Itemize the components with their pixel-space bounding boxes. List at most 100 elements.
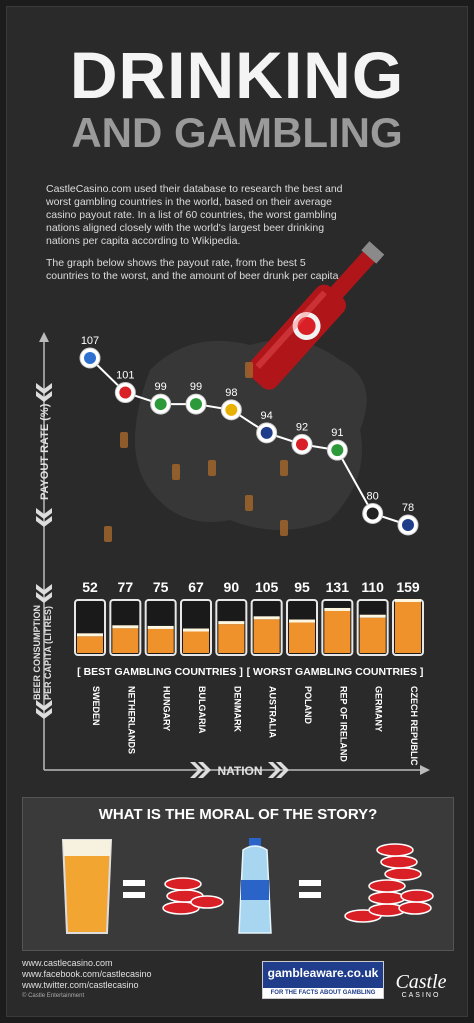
beer-axis-label-line2: PER CAPITA (LITRES) bbox=[43, 606, 53, 700]
y-axis-label: PAYOUT RATE (%) bbox=[39, 403, 51, 500]
y-axis bbox=[36, 332, 52, 770]
payout-value-label: 92 bbox=[296, 421, 308, 433]
x-axis-label: NATION bbox=[217, 764, 262, 778]
moral-panel: WHAT IS THE MORAL OF THE STORY? bbox=[22, 797, 454, 951]
payout-point-flag bbox=[331, 444, 344, 457]
beer-foam bbox=[359, 614, 386, 618]
gambleaware-name: gambleaware.co.uk bbox=[267, 966, 379, 980]
castle-casino-logo[interactable]: Castle CASINO bbox=[388, 960, 454, 999]
water-bottle-icon bbox=[238, 838, 272, 934]
payout-point-flag bbox=[260, 426, 273, 439]
x-axis bbox=[44, 762, 430, 778]
group-worst-label: [ WORST GAMBLING COUNTRIES ] bbox=[247, 666, 424, 678]
country-label: NETHERLANDS bbox=[126, 686, 136, 754]
intro-paragraph-2: The graph below shows the payout rate, f… bbox=[46, 257, 342, 282]
beer-axis-label-line1: BEER CONSUMPTION bbox=[32, 605, 42, 700]
payout-value-label: 80 bbox=[367, 490, 379, 502]
decorative-glasses bbox=[104, 362, 288, 542]
country-label: HUNGARY bbox=[162, 686, 172, 731]
beer-fill bbox=[253, 619, 280, 653]
beer-bottle-icon bbox=[247, 241, 385, 390]
moral-illustration bbox=[61, 838, 434, 934]
payout-line-series: 107 101 99 99 98 94 92 91 80 78 bbox=[79, 335, 419, 536]
beer-foam bbox=[395, 599, 421, 602]
country-label: AUSTRALIA bbox=[268, 686, 278, 738]
payout-value-label: 91 bbox=[331, 427, 343, 439]
beer-fill bbox=[77, 636, 103, 653]
footer-link-website[interactable]: www.castlecasino.com bbox=[22, 958, 113, 968]
castle-logo-sub: CASINO bbox=[401, 992, 441, 999]
castle-logo-name: Castle bbox=[395, 971, 447, 993]
country-label: POLAND bbox=[303, 686, 313, 725]
country-label: GERMANY bbox=[374, 686, 384, 732]
equals-sign-icon-2 bbox=[299, 880, 321, 898]
beer-value-label: 95 bbox=[294, 579, 310, 595]
payout-point-flag bbox=[154, 398, 167, 411]
beer-foam bbox=[112, 625, 139, 629]
beer-value-label: 75 bbox=[153, 579, 169, 595]
beer-glass-icon bbox=[61, 839, 113, 934]
europe-map-silhouette bbox=[135, 340, 367, 530]
beer-foam bbox=[77, 633, 103, 637]
footer-links: www.castlecasino.com www.facebook.com/ca… bbox=[22, 958, 152, 991]
country-label: SWEDEN bbox=[91, 686, 101, 726]
equals-sign-icon-1 bbox=[123, 880, 145, 898]
beer-value-label: 77 bbox=[118, 579, 134, 595]
footer-link-facebook[interactable]: www.facebook.com/castlecasino bbox=[22, 969, 152, 979]
casino-chips-small-icon bbox=[162, 877, 224, 915]
beer-fill bbox=[289, 622, 315, 653]
payout-point-flag bbox=[84, 352, 96, 364]
gambleaware-tagline: FOR THE FACTS ABOUT GAMBLING bbox=[263, 988, 383, 998]
beer-fill bbox=[395, 602, 421, 653]
payout-value-label: 78 bbox=[402, 502, 414, 514]
beer-fill bbox=[147, 628, 174, 653]
title-line-2: AND GAMBLING bbox=[71, 109, 403, 156]
payout-point-flag bbox=[366, 507, 379, 520]
footer-link-twitter[interactable]: www.twitter.com/castlecasino bbox=[22, 980, 139, 990]
payout-point-flag bbox=[225, 403, 238, 416]
casino-chips-large-icon bbox=[344, 843, 434, 923]
moral-title: WHAT IS THE MORAL OF THE STORY? bbox=[98, 806, 378, 823]
group-best-label: [ BEST GAMBLING COUNTRIES ] bbox=[77, 666, 243, 678]
country-label: CZECH REPUBLIC bbox=[409, 686, 419, 766]
beer-foam bbox=[289, 619, 315, 623]
beer-foam bbox=[147, 625, 174, 629]
payout-point-flag bbox=[402, 519, 414, 531]
beer-fill bbox=[218, 624, 245, 653]
beer-value-label: 131 bbox=[326, 579, 350, 595]
beer-value-label: 52 bbox=[82, 579, 98, 595]
payout-value-label: 98 bbox=[225, 387, 237, 399]
payout-value-label: 94 bbox=[261, 410, 273, 422]
title-line-1: DRINKING bbox=[69, 38, 405, 112]
beer-glass-series: 52 SWEDEN 77 NETHERLANDS 75 HUNGARY 67 BULGARIA… bbox=[74, 579, 424, 766]
country-label: REP OF IRELAND bbox=[338, 686, 348, 762]
payout-value-label: 107 bbox=[81, 335, 99, 347]
intro-text: CastleCasino.com used their database to … bbox=[46, 183, 346, 292]
payout-value-label: 99 bbox=[155, 381, 167, 393]
beer-value-label: 105 bbox=[255, 579, 279, 595]
intro-paragraph-1: CastleCasino.com used their database to … bbox=[46, 183, 343, 247]
beer-fill bbox=[359, 617, 386, 653]
beer-value-label: 90 bbox=[224, 579, 240, 595]
payout-beer-chart: PAYOUT RATE (%) BEER CONSUMPTION PER CAP… bbox=[32, 241, 430, 778]
country-label: BULGARIA bbox=[197, 686, 207, 734]
beer-foam bbox=[218, 621, 245, 625]
beer-value-label: 159 bbox=[396, 579, 420, 595]
copyright-text: © Castle Entertainment bbox=[22, 993, 85, 999]
payout-value-label: 101 bbox=[116, 370, 134, 382]
payout-point-flag bbox=[190, 398, 202, 411]
beer-value-label: 110 bbox=[361, 579, 384, 595]
beer-value-label: 67 bbox=[188, 579, 204, 595]
payout-line bbox=[89, 357, 409, 526]
payout-point-flag bbox=[119, 386, 132, 399]
beer-foam bbox=[183, 628, 209, 632]
beer-foam bbox=[324, 607, 351, 611]
payout-value-label: 99 bbox=[190, 381, 202, 393]
payout-point-flag bbox=[296, 438, 308, 451]
beer-fill bbox=[183, 631, 209, 653]
gambleaware-logo[interactable]: gambleaware.co.uk FOR THE FACTS ABOUT GA… bbox=[262, 961, 384, 999]
beer-fill bbox=[112, 628, 139, 653]
beer-foam bbox=[253, 616, 280, 620]
country-label: DENMARK bbox=[232, 686, 242, 732]
beer-fill bbox=[324, 610, 351, 653]
